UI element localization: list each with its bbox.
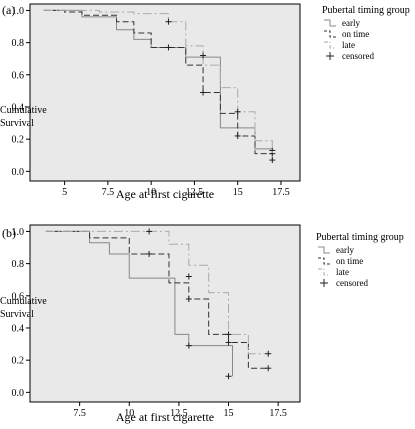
censor-mark [200,89,207,96]
x-tick-label: 12.5 [170,408,188,419]
censor-mark [265,365,272,372]
y-tick-label: 0.8 [12,38,25,49]
y-axis-label-line: Cumulative [0,296,47,307]
legend-label: on time [336,256,363,266]
y-axis-label-line: Survival [0,309,34,320]
legend-label: censored [336,278,368,288]
legend-label: censored [342,51,374,61]
legend-swatch [320,279,328,287]
censor-mark [225,339,232,346]
panel-label: (b) [2,226,16,240]
x-tick-label: 10 [124,408,134,419]
x-tick-label: 10 [146,187,156,198]
y-tick-label: 0.8 [12,259,25,270]
y-axis-label-line: Survival [0,118,34,129]
y-tick-label: 0.6 [12,70,25,81]
y-axis-label-line: Cumulative [0,105,47,116]
x-tick-label: 17.5 [269,408,287,419]
y-axis-label: Cumulative Survival [0,105,47,129]
chart-panel-b: (b) 0.0 0.2 0.4 0.6 0.8 1.0 7.5 10 12.5 15 17.5 Age … [0,224,404,424]
x-tick-label: 7.5 [102,187,115,198]
censor-mark [200,52,207,59]
censor-mark [234,132,241,139]
panel-label: (a) [2,3,15,17]
censor-mark [225,331,232,338]
censor-mark [265,350,272,357]
x-tick-label: 17.5 [272,187,290,198]
censor-mark [185,273,192,280]
y-tick-label: 1.0 [12,6,25,17]
survival-curve-late [45,230,269,355]
legend-label: early [342,18,360,28]
y-tick-label: 0.2 [12,135,25,146]
legend-label: on time [342,29,369,39]
y-tick-label: 0.0 [12,167,25,178]
chart-panel-a: (a) 0.0 0.2 0.4 0.6 0.8 1.0 5 7.5 10 12.5 15 17.5 Age… [0,3,410,201]
y-tick-label: 0.2 [12,356,25,367]
x-tick-label: 12.5 [186,187,204,198]
censor-mark [185,296,192,303]
x-tick-label: 7.5 [73,408,86,419]
survival-curve-early [45,230,233,377]
x-tick-label: 15 [233,187,243,198]
legend-swatch-line [324,41,336,49]
y-axis-label: Cumulative Survival [0,296,47,320]
x-tick-label: 5 [62,187,67,198]
legend-label: early [336,245,354,255]
survival-curve-on-time [45,230,269,369]
legend-title: Pubertal timing group [316,232,404,243]
censor-mark [165,44,172,51]
legend-swatch [324,41,336,49]
legend-title: Pubertal timing group [322,5,410,16]
censor-mark [146,250,153,257]
censor-mark [185,342,192,349]
legend-label: late [336,267,349,277]
survival-curve-on-time [43,9,273,155]
x-axis-label: Age at first cigarette [116,187,214,201]
censor-mark [225,373,232,380]
y-tick-label: 0.4 [12,323,25,334]
censor-mark [269,157,276,164]
censor-mark [146,228,153,235]
legend-swatch [324,30,336,38]
legend-swatch-line [324,30,336,38]
legend-swatch-line [318,257,330,265]
legend-swatch [318,257,330,265]
plot-frame [29,3,301,182]
plot-frame [29,224,301,403]
censor-mark [234,108,241,115]
y-tick-label: 0.4 [12,102,25,113]
legend-label: late [342,40,355,50]
x-tick-label: 15 [224,408,234,419]
y-tick-label: 1.0 [12,227,25,238]
legend-swatch [324,19,336,27]
x-axis-label: Age at first cigarette [116,410,214,424]
legend-swatch-line [318,268,330,276]
legend-swatch-line [318,246,330,254]
censor-mark [165,18,172,25]
survival-curve-late [43,9,273,161]
legend-swatch-line [324,19,336,27]
y-tick-label: 0.0 [12,388,25,399]
legend-swatch [326,52,334,60]
y-tick-label: 0.6 [12,291,25,302]
legend-swatch [318,268,330,276]
legend-swatch [318,246,330,254]
